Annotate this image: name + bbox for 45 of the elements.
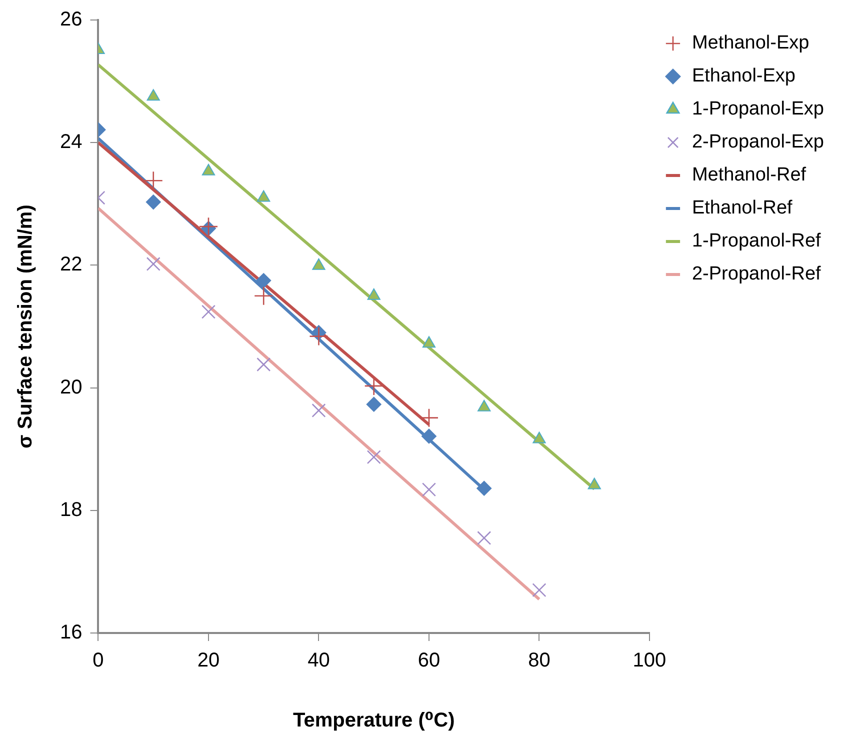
legend-label: Methanol-Ref: [692, 164, 807, 186]
point: [257, 190, 270, 202]
point: [532, 583, 546, 598]
point: [146, 89, 160, 101]
point: [421, 428, 436, 444]
x-tick-label: 60: [418, 650, 440, 672]
x-tick-label: 100: [632, 650, 666, 672]
y-tick-label: 24: [60, 131, 82, 154]
y-tick-label: 20: [60, 376, 82, 398]
legend-label: Ethanol-Exp: [692, 66, 796, 87]
legend-label: 1-Propanol-Exp: [692, 98, 824, 120]
point: [312, 258, 326, 270]
point: [312, 403, 326, 418]
point: [367, 288, 380, 300]
point: [202, 164, 216, 176]
point: [366, 450, 381, 464]
legend-label: Ethanol-Ref: [692, 198, 794, 219]
y-tick-label: 18: [60, 498, 82, 521]
y-tick-label: 16: [60, 622, 82, 644]
point: [422, 482, 436, 497]
x-tick-label: 80: [528, 650, 550, 672]
legend-label: 1-Propanol-Ref: [692, 230, 822, 252]
point: [201, 304, 216, 319]
point: [477, 530, 492, 545]
point: [476, 480, 492, 496]
point: [198, 216, 218, 236]
legend-label: 2-Propanol-Exp: [692, 132, 824, 153]
point: [144, 170, 164, 190]
point: [309, 326, 328, 346]
y-axis-title: σ Surface tension (mN/m): [14, 204, 37, 448]
y-tick-label: 26: [60, 8, 82, 31]
point: [256, 357, 271, 372]
point: [422, 336, 436, 348]
x-tick-label: 40: [308, 650, 330, 672]
point: [146, 256, 160, 271]
x-tick-label: 20: [197, 650, 220, 672]
x-tick-label: 0: [92, 650, 104, 672]
legend-label: Methanol-Exp: [692, 32, 810, 54]
y-tick-label: 22: [60, 254, 82, 276]
x-axis-title: Temperature (⁰C): [292, 710, 455, 732]
legend-label: 2-Propanol-Ref: [692, 264, 822, 285]
point: [254, 286, 274, 306]
point: [366, 396, 382, 412]
point: [146, 194, 161, 210]
point: [256, 273, 272, 288]
